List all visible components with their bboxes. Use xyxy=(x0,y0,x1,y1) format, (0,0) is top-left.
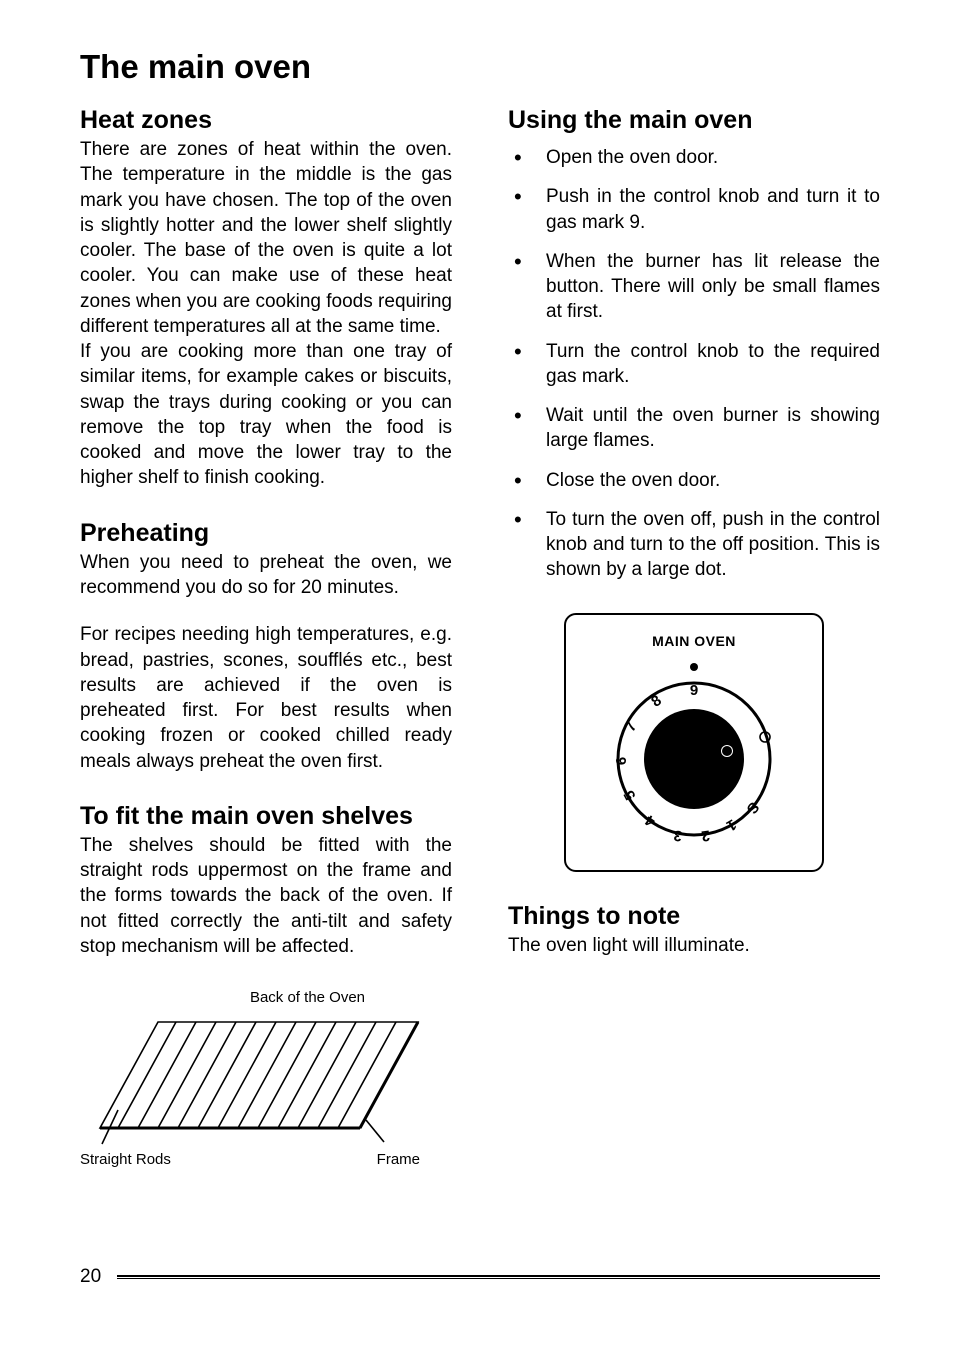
straight-rods-label: Straight Rods xyxy=(80,1151,171,1168)
knob-mark: 6 xyxy=(613,757,630,765)
footer: 20 xyxy=(80,1266,880,1290)
paragraph: There are zones of heat within the oven.… xyxy=(80,137,452,339)
page-title: The main oven xyxy=(80,48,880,86)
knob-figure: MAIN OVEN xyxy=(564,613,824,872)
frame-label: Frame xyxy=(377,1151,420,1168)
section-heat-zones: Heat zones There are zones of heat withi… xyxy=(80,106,452,491)
left-column: Heat zones There are zones of heat withi… xyxy=(80,106,452,1168)
list-item: Turn the control knob to the required ga… xyxy=(508,339,880,390)
knob-mark: 8 xyxy=(648,692,665,711)
list-item: To turn the oven off, push in the contro… xyxy=(508,507,880,583)
footer-rule xyxy=(117,1275,880,1279)
knob-mark: 1 xyxy=(723,815,739,834)
shelf-figure: Back of the Oven xyxy=(80,989,435,1168)
shelf-back-label: Back of the Oven xyxy=(180,989,435,1006)
paragraph: When you need to preheat the oven, we re… xyxy=(80,550,452,601)
list-item: Close the oven door. xyxy=(508,468,880,493)
heading-heat-zones: Heat zones xyxy=(80,106,452,135)
heading-using: Using the main oven xyxy=(508,106,880,135)
shelf-bottom-labels: Straight Rods Frame xyxy=(80,1151,420,1168)
using-list: Open the oven door. Push in the control … xyxy=(508,145,880,583)
heading-notes: Things to note xyxy=(508,902,880,931)
knob-mark: 4 xyxy=(642,811,659,830)
page: The main oven Heat zones There are zones… xyxy=(0,0,954,1290)
page-number: 20 xyxy=(80,1266,101,1290)
paragraph: If you are cooking more than one tray of… xyxy=(80,339,452,491)
shelf-diagram-icon xyxy=(88,1010,428,1150)
columns: Heat zones There are zones of heat withi… xyxy=(80,106,880,1168)
section-preheating: Preheating When you need to preheat the … xyxy=(80,519,452,774)
knob-mark: 7 xyxy=(622,719,641,735)
heading-preheating: Preheating xyxy=(80,519,452,548)
knob-title: MAIN OVEN xyxy=(576,633,812,649)
knob-diagram-icon: 9 8 7 6 5 4 3 2 1 S xyxy=(599,653,789,843)
paragraph: The oven light will illuminate. xyxy=(508,933,880,958)
knob-mark: 2 xyxy=(700,826,711,843)
list-item: Push in the control knob and turn it to … xyxy=(508,184,880,235)
right-column: Using the main oven Open the oven door. … xyxy=(508,106,880,1168)
knob-mark: 9 xyxy=(690,682,698,699)
list-item: When the burner has lit release the butt… xyxy=(508,249,880,325)
section-shelves: To fit the main oven shelves The shelves… xyxy=(80,802,452,959)
paragraph: The shelves should be fitted with the st… xyxy=(80,833,452,959)
section-using: Using the main oven Open the oven door. … xyxy=(508,106,880,583)
knob-mark: 3 xyxy=(672,826,684,843)
heading-shelves: To fit the main oven shelves xyxy=(80,802,452,831)
list-item: Open the oven door. xyxy=(508,145,880,170)
list-item: Wait until the oven burner is showing la… xyxy=(508,403,880,454)
paragraph: For recipes needing high temperatures, e… xyxy=(80,622,452,774)
section-notes: Things to note The oven light will illum… xyxy=(508,902,880,958)
